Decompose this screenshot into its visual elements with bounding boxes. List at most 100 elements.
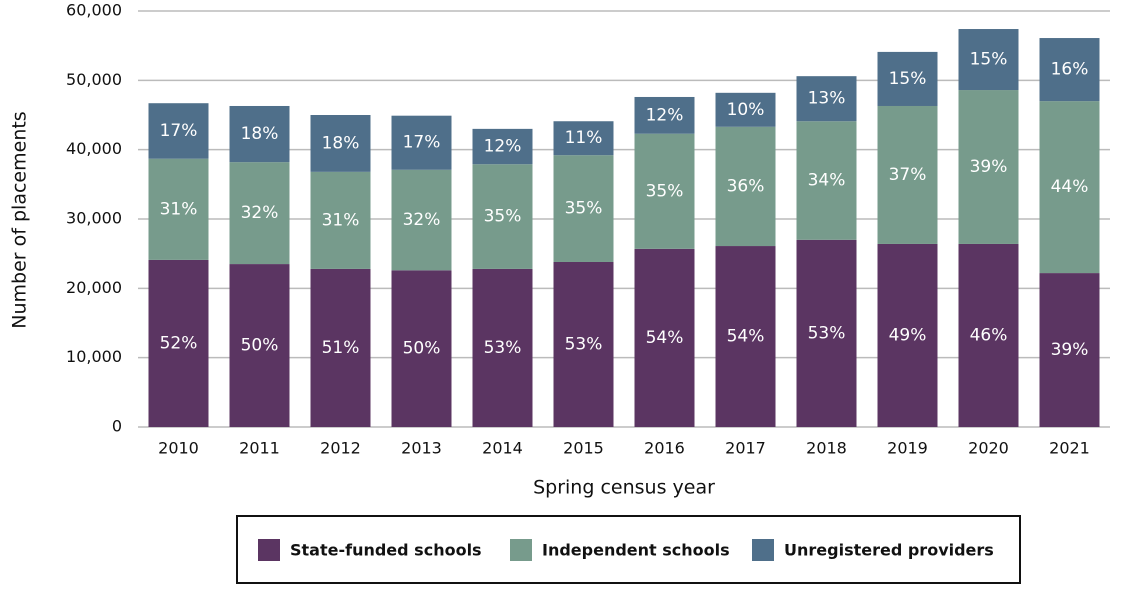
x-tick-label: 2016 [644,439,685,458]
data-label: 32% [403,210,441,230]
data-label: 51% [322,338,360,358]
data-label: 53% [565,334,603,354]
bar-segment [1039,38,1100,102]
bar-segment [229,105,290,163]
data-label: 17% [160,121,198,141]
data-label: 15% [970,50,1008,70]
bar-segment [553,261,614,427]
legend-swatch [510,539,532,561]
bar-segment [715,246,776,427]
legend-label: Independent schools [542,541,730,560]
y-tick-label: 60,000 [66,1,122,20]
bar-segment [553,121,614,156]
bar-segment [715,92,776,127]
data-label: 12% [646,105,684,125]
bar-segment [796,239,857,427]
data-label: 37% [889,165,927,185]
x-tick-label: 2011 [239,439,280,458]
data-label: 53% [484,338,522,358]
bar-segment [877,243,938,427]
data-label: 39% [970,157,1008,177]
bar-segment [1039,101,1100,274]
data-label: 32% [241,203,279,223]
data-label: 53% [808,323,846,343]
x-tick-label: 2017 [725,439,766,458]
bar-segment [391,169,452,271]
data-label: 18% [241,124,279,144]
y-tick-label: 20,000 [66,278,122,297]
data-label: 36% [727,176,765,196]
data-label: 17% [403,133,441,153]
data-label: 54% [646,328,684,348]
legend-label: State-funded schools [290,541,482,560]
x-tick-label: 2010 [158,439,199,458]
x-tick-label: 2014 [482,439,523,458]
data-label: 35% [565,199,603,219]
data-label: 46% [970,325,1008,345]
bar-segment [472,164,533,269]
bar-segment [391,270,452,427]
bar-segment [229,264,290,427]
bar-segment [472,268,533,427]
legend-swatch [752,539,774,561]
y-tick-label: 50,000 [66,70,122,89]
data-label: 15% [889,69,927,89]
y-tick-label: 10,000 [66,347,122,366]
x-tick-label: 2018 [806,439,847,458]
bar-segment [310,115,371,172]
bar-segment [148,259,209,427]
bar-segment [796,76,857,122]
y-tick-label: 40,000 [66,139,122,158]
data-label: 34% [808,171,846,191]
data-label: 18% [322,133,360,153]
bar-segment [391,115,452,170]
x-tick-label: 2020 [968,439,1009,458]
bar-segment [958,243,1019,427]
bar-segment [148,158,209,260]
bar-segment [310,171,371,269]
bar-segment [877,105,938,244]
legend-swatch [258,539,280,561]
data-label: 35% [646,181,684,201]
bar-segment [796,121,857,240]
x-tick-label: 2013 [401,439,442,458]
data-label: 35% [484,207,522,227]
data-label: 31% [160,199,198,219]
bar-segment [634,96,695,134]
bar-segment [634,248,695,427]
bar-segment [958,29,1019,91]
data-label: 13% [808,89,846,109]
bar-segment [229,162,290,265]
bar-segment [1039,273,1100,427]
legend-label: Unregistered providers [784,541,994,560]
y-tick-label: 30,000 [66,209,122,228]
data-label: 44% [1051,177,1089,197]
x-tick-label: 2012 [320,439,361,458]
data-label: 50% [403,339,441,359]
x-tick-label: 2021 [1049,439,1090,458]
x-tick-label: 2019 [887,439,928,458]
bar-segment [472,128,533,165]
data-label: 11% [565,128,603,148]
x-tick-label: 2015 [563,439,604,458]
data-label: 54% [727,327,765,347]
data-label: 52% [160,333,198,353]
bar-segment [310,268,371,427]
bar-segment [958,90,1019,244]
data-label: 16% [1051,60,1089,80]
bar-segment [148,103,209,159]
data-label: 39% [1051,340,1089,360]
data-label: 50% [241,336,279,356]
data-label: 12% [484,137,522,157]
data-label: 10% [727,100,765,120]
bar-segment [553,155,614,262]
y-axis-label: Number of placements [9,111,31,328]
y-tick-label: 0 [112,417,122,436]
legend-box [236,515,1021,584]
data-label: 31% [322,210,360,230]
data-label: 49% [889,325,927,345]
bar-segment [715,126,776,247]
bar-segment [634,133,695,249]
x-axis-label: Spring census year [533,477,715,499]
